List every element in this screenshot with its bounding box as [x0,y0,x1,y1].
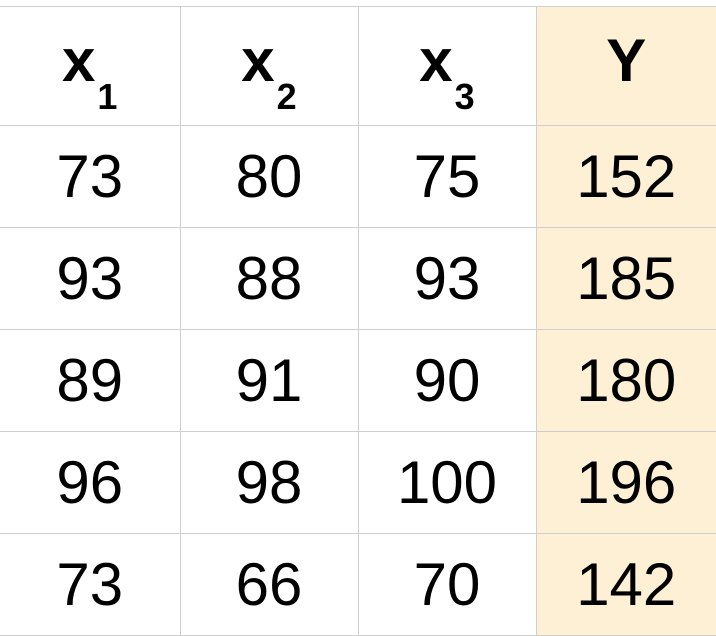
table-row: 89 91 90 180 [0,329,716,432]
cell-x1: 96 [0,431,181,534]
cell-x1: 73 [0,125,181,228]
cell-x3: 70 [357,533,537,636]
header-x2-subscript: 2 [276,75,297,117]
table-row: 93 88 93 185 [0,227,716,330]
cell-x1: 93 [0,227,181,330]
cell-x3: 100 [357,431,537,534]
data-table: x1 x2 x3 Y 73 80 75 152 93 [0,6,716,636]
cell-x2: 98 [179,431,359,534]
table-row: 96 98 100 196 [0,431,716,534]
cell-y: 196 [535,431,716,534]
table-row: 73 80 75 152 [0,125,716,228]
cell-x3: 75 [357,125,537,228]
cell-x2: 66 [179,533,359,636]
header-x3-base: x [419,26,453,94]
header-y-label: Y [606,26,647,94]
header-x1-base: x [62,26,96,94]
cell-x2: 91 [179,329,359,432]
cell-x2: 88 [179,227,359,330]
header-x3-subscript: 3 [454,75,475,117]
header-x2: x2 [179,6,359,126]
table-row: 73 66 70 142 [0,533,716,636]
cell-x1: 89 [0,329,181,432]
cell-y: 152 [535,125,716,228]
cell-x3: 90 [357,329,537,432]
cell-y: 185 [535,227,716,330]
header-x1: x1 [0,6,181,126]
cell-y: 142 [535,533,716,636]
cell-y: 180 [535,329,716,432]
header-x3: x3 [357,6,537,126]
header-x1-subscript: 1 [97,75,118,117]
cell-x1: 73 [0,533,181,636]
cell-x3: 93 [357,227,537,330]
header-row: x1 x2 x3 Y [0,6,716,126]
cell-x2: 80 [179,125,359,228]
header-y: Y [535,6,716,126]
header-x2-base: x [241,26,275,94]
